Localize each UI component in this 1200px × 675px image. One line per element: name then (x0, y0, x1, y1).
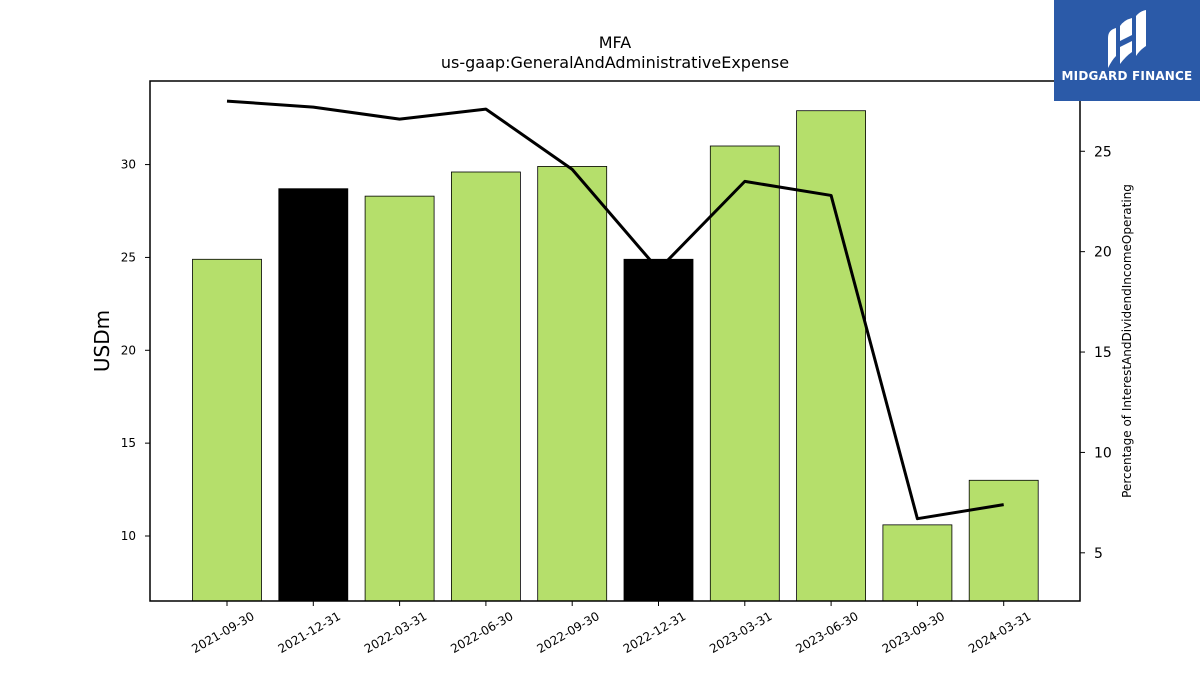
x-tick-label: 2022-09-30 (534, 609, 601, 656)
x-tick-label: 2022-06-30 (448, 609, 515, 656)
y-tick-label: 15 (121, 436, 136, 450)
line-layer (226, 99, 1004, 521)
bars-layer (192, 110, 1039, 602)
y-tick-label: 10 (121, 529, 136, 543)
bar-2023-03-31 (709, 145, 780, 602)
logo-mark-icon (1108, 10, 1146, 68)
bar-2024-03-31 (968, 479, 1039, 602)
y-axis-label: USDm (90, 310, 114, 372)
y-right-tick-label: 25 (1094, 144, 1112, 160)
x-tick-label: 2024-03-31 (966, 609, 1033, 656)
logo-text: MIDGARD FINANCE (1061, 69, 1193, 83)
y-tick-label: 25 (121, 250, 136, 264)
bar-2022-12-31 (623, 258, 694, 602)
bar-2022-03-31 (364, 195, 435, 602)
y-axis-right-label: Percentage of InterestAndDividendIncomeO… (1120, 184, 1134, 498)
x-tick-label: 2023-03-31 (707, 609, 774, 656)
x-tick-label: 2023-06-30 (793, 609, 860, 656)
x-tick-label: 2022-12-31 (621, 609, 688, 656)
bar-2021-12-31 (278, 188, 349, 602)
y-right-tick-label: 10 (1094, 445, 1112, 461)
y-axis-right: 5 10 15 20 25 (1080, 144, 1112, 562)
midgard-finance-logo: MIDGARD FINANCE (1054, 0, 1200, 101)
y-right-tick-label: 5 (1094, 546, 1103, 562)
x-tick-label: 2022-03-31 (362, 609, 429, 656)
bar-2022-06-30 (450, 171, 521, 602)
x-tick-label: 2023-09-30 (880, 609, 947, 656)
plot-frame (149, 80, 1081, 602)
bar-2021-09-30 (192, 258, 262, 602)
x-tick-label: 2021-09-30 (189, 609, 256, 656)
y-tick-label: 20 (121, 343, 136, 357)
y-axis-left: 10 15 20 25 30 (121, 158, 150, 543)
x-tick-label: 2021-12-31 (276, 609, 343, 656)
bar-2023-09-30 (882, 524, 953, 602)
chart-title: MFA (599, 33, 632, 52)
chart-subtitle: us-gaap:GeneralAndAdministrativeExpense (441, 53, 789, 72)
percentage-line (226, 99, 1004, 521)
bar-2022-09-30 (537, 166, 608, 602)
bar-2023-06-30 (796, 110, 866, 602)
x-axis: 2021-09-30 2021-12-31 2022-03-31 2022-06-30… (189, 601, 1033, 656)
y-right-tick-label: 20 (1094, 245, 1112, 261)
y-tick-label: 30 (121, 158, 136, 172)
y-right-tick-label: 15 (1094, 345, 1112, 361)
